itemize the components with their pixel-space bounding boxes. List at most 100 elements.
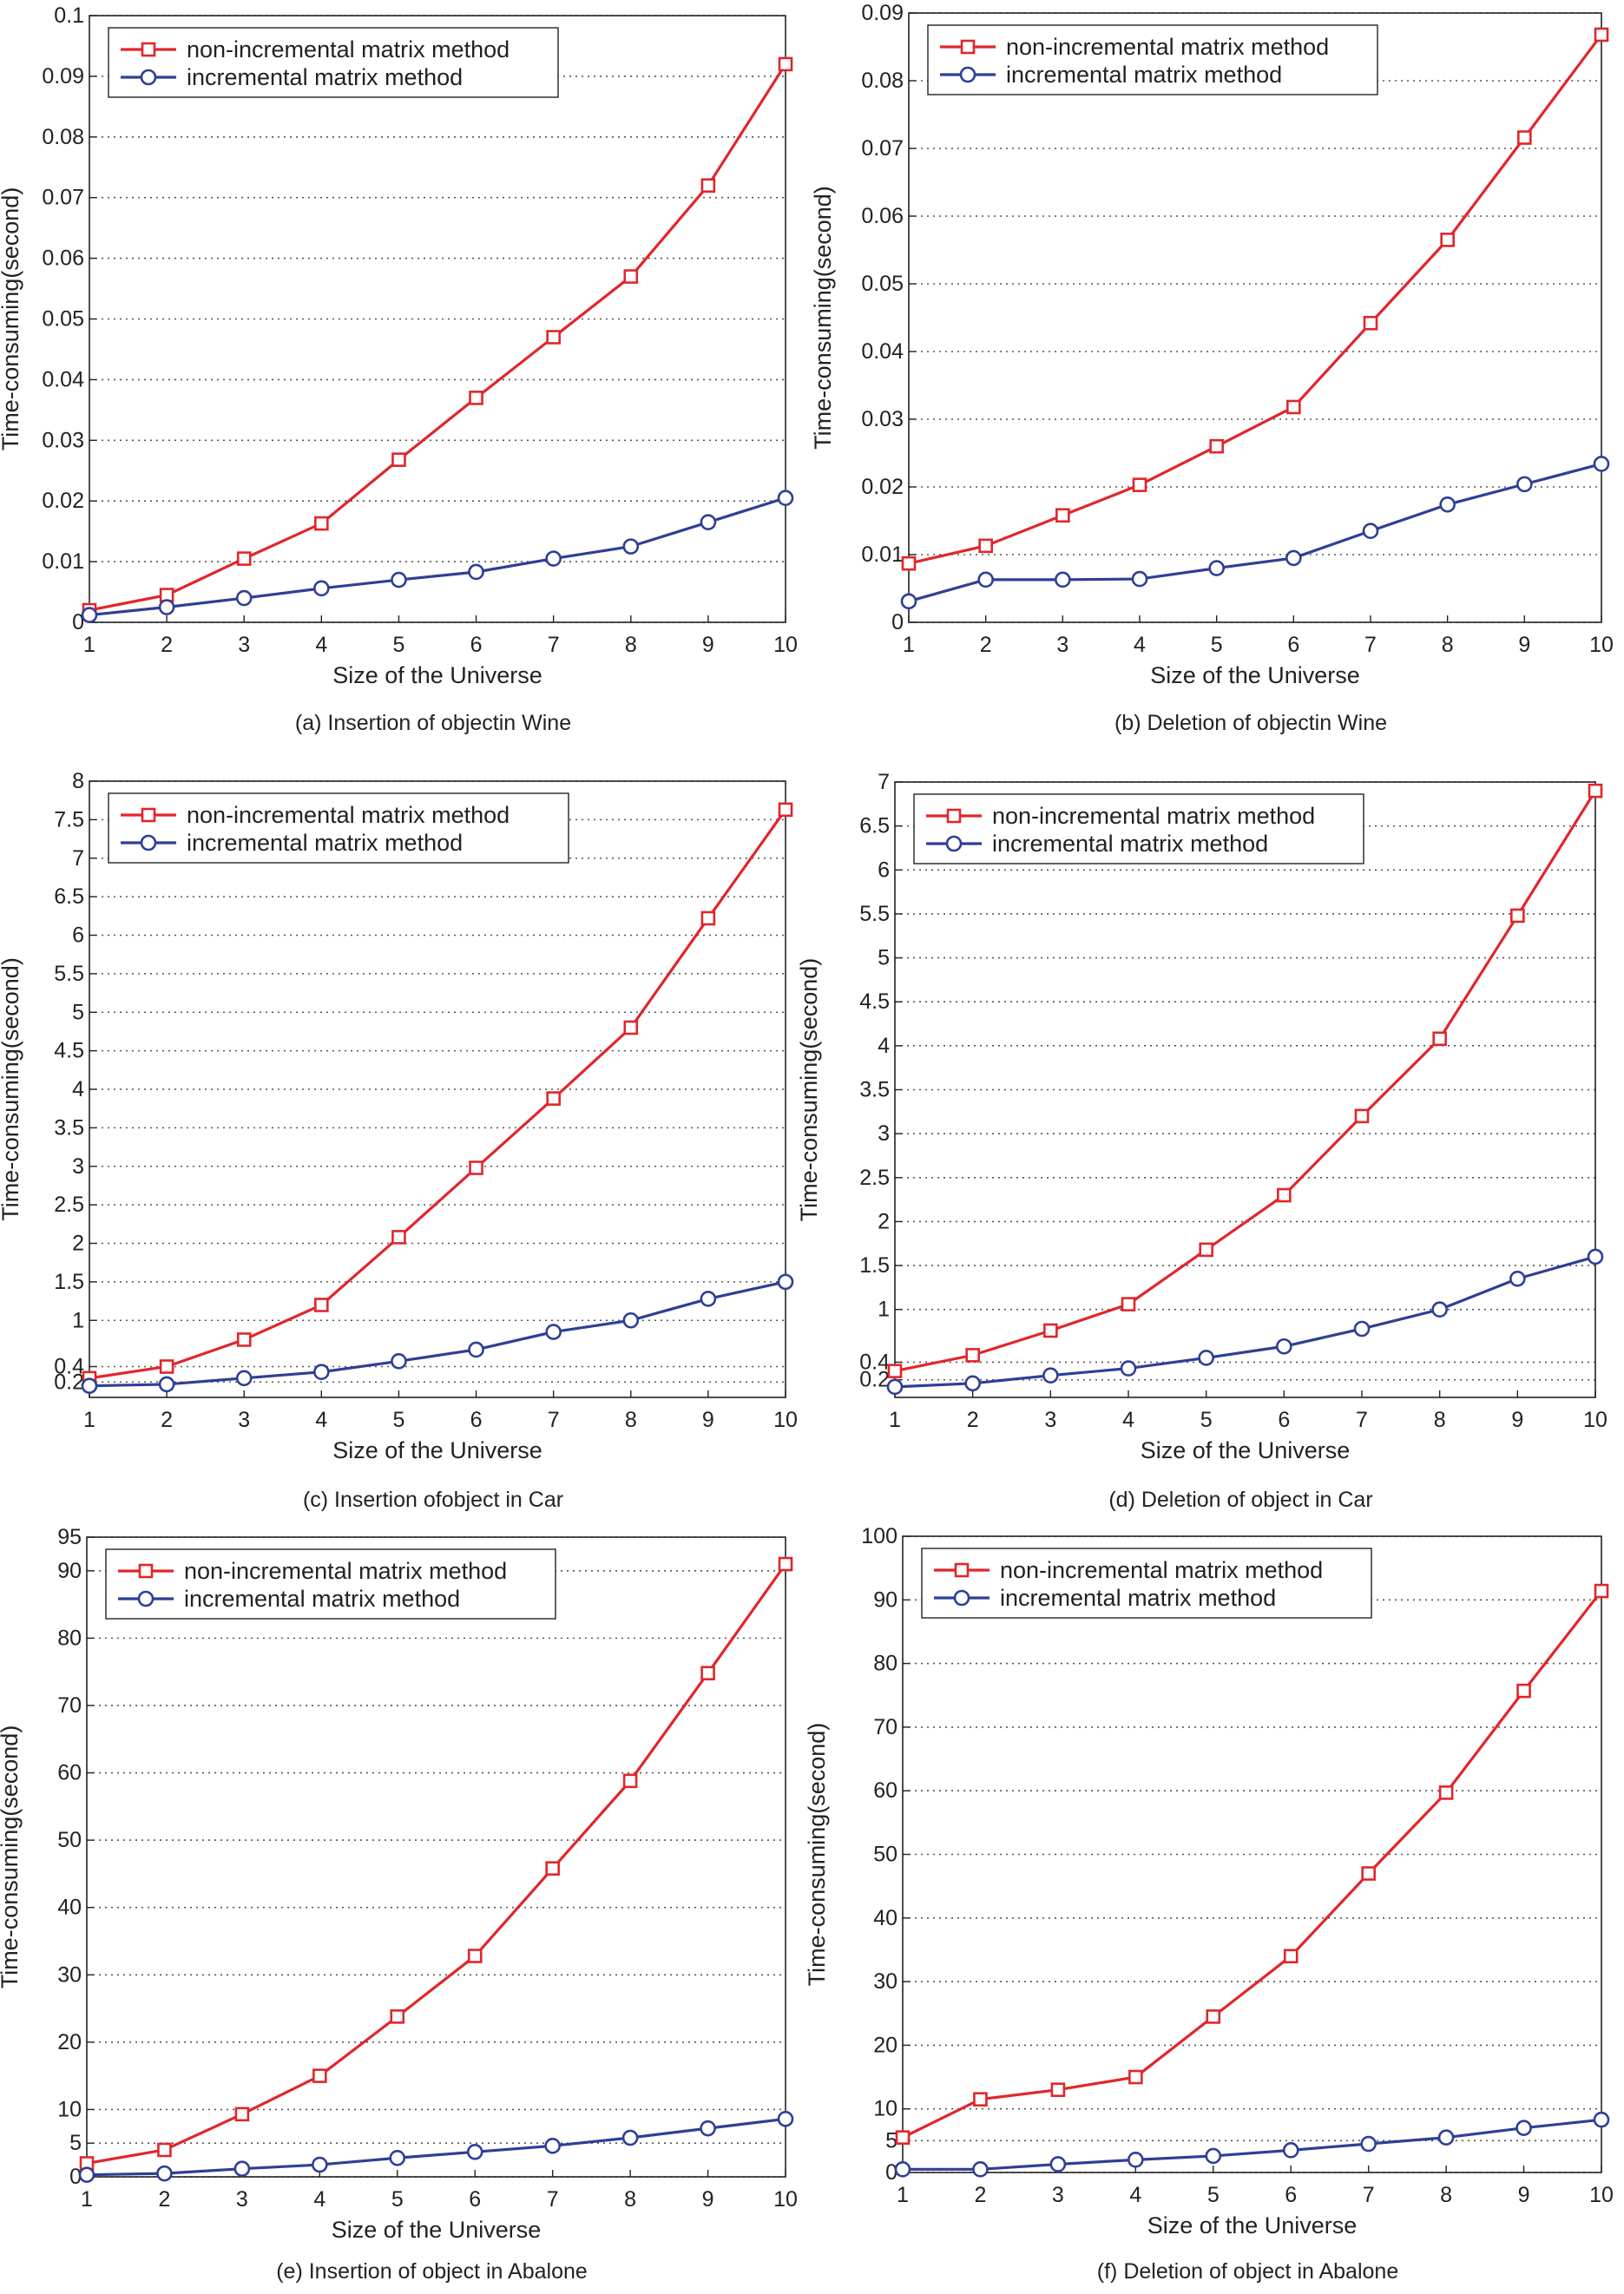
x-tick-label: 3 — [1056, 633, 1068, 657]
y-tick-label: 60 — [873, 1778, 897, 1803]
data-point-incremental — [1360, 2135, 1377, 2153]
data-point-incremental — [545, 550, 562, 567]
data-point-incremental — [1362, 523, 1379, 540]
y-tick-label: 0.03 — [42, 428, 84, 452]
data-point-incremental — [391, 571, 407, 588]
y-tick-label: 1 — [878, 1298, 890, 1322]
data-point-non-incremental — [1438, 1785, 1454, 1800]
x-tick-label: 5 — [1211, 633, 1223, 657]
data-point-incremental — [622, 1311, 640, 1329]
legend-label: incremental matrix method — [187, 830, 463, 856]
data-point-non-incremental — [778, 1556, 793, 1572]
legend-circle-marker-icon — [959, 66, 976, 83]
y-tick-label: 0.01 — [861, 542, 904, 567]
data-point-non-incremental — [1510, 908, 1525, 924]
y-tick-label: 50 — [873, 1843, 897, 1867]
legend-box — [921, 1548, 1372, 1619]
data-point-incremental — [1282, 2142, 1299, 2159]
data-point-non-incremental — [1594, 27, 1609, 43]
data-point-non-incremental — [314, 516, 329, 531]
data-point-non-incremental — [700, 910, 716, 926]
data-point-non-incremental — [1594, 1583, 1609, 1599]
y-tick-label: 0.07 — [42, 186, 84, 210]
data-point-incremental — [158, 599, 175, 615]
legend-label: non-incremental matrix method — [992, 803, 1315, 829]
y-tick-label: 0 — [72, 610, 84, 634]
x-tick-label: 10 — [773, 2187, 798, 2212]
x-tick-label: 3 — [236, 2187, 248, 2212]
y-tick-label: 10 — [57, 2097, 82, 2121]
legend-label: incremental matrix method — [1006, 62, 1282, 88]
x-tick-label: 10 — [773, 633, 798, 657]
y-tick-label: 1.5 — [859, 1253, 890, 1278]
data-point-incremental — [977, 571, 994, 588]
data-point-incremental — [1431, 1301, 1448, 1318]
y-tick-label: 7 — [878, 770, 890, 794]
legend-box — [108, 792, 569, 864]
data-point-non-incremental — [1361, 1866, 1376, 1881]
y-tick-label: 5 — [885, 2128, 897, 2153]
data-point-incremental — [777, 2110, 794, 2127]
legend-label: non-incremental matrix method — [187, 36, 510, 62]
x-tick-label: 1 — [897, 2183, 909, 2207]
y-axis-label: Time-consuming(second) — [0, 1725, 23, 1989]
data-point-incremental — [700, 514, 717, 530]
data-point-non-incremental — [965, 1348, 980, 1363]
data-point-incremental — [1593, 2111, 1610, 2128]
chart-caption: (a) Insertion of objectin Wine — [295, 711, 571, 735]
y-axis-label: Time-consuming(second) — [0, 957, 23, 1221]
y-tick-label: 50 — [57, 1828, 82, 1852]
x-tick-label: 1 — [81, 2187, 93, 2212]
y-tick-label: 0.02 — [861, 475, 904, 499]
x-tick-label: 6 — [1285, 2183, 1297, 2207]
data-point-incremental — [313, 1364, 330, 1381]
series-line-non-incremental — [89, 808, 787, 1380]
series-line-non-incremental — [894, 790, 1597, 1373]
data-point-non-incremental — [1517, 130, 1532, 145]
series-line-incremental — [89, 496, 786, 617]
data-point-non-incremental — [1199, 1242, 1213, 1258]
x-tick-label: 7 — [1363, 2183, 1375, 2207]
data-point-incremental — [700, 2120, 716, 2137]
series-line-incremental — [89, 1280, 786, 1388]
y-tick-label: 1.5 — [54, 1270, 84, 1294]
data-point-incremental — [1516, 476, 1533, 493]
x-tick-label: 2 — [980, 633, 992, 657]
x-tick-label: 7 — [1356, 1408, 1368, 1432]
data-point-incremental — [900, 593, 917, 610]
y-tick-label: 4 — [878, 1034, 890, 1058]
y-tick-label: 6 — [878, 858, 890, 882]
data-point-non-incremental — [546, 1091, 561, 1106]
y-tick-label: 1 — [72, 1308, 84, 1332]
data-point-incremental — [1285, 549, 1302, 567]
data-point-non-incremental — [234, 2107, 250, 2122]
data-point-incremental — [700, 1291, 717, 1307]
x-tick-label: 6 — [1278, 1408, 1290, 1432]
y-tick-label: 4.5 — [54, 1039, 84, 1063]
series-line-incremental — [86, 2117, 786, 2177]
data-point-non-incremental — [1440, 232, 1455, 247]
data-point-incremental — [886, 1378, 904, 1396]
y-tick-label: 0.04 — [42, 367, 84, 391]
data-point-incremental — [1353, 1320, 1371, 1338]
x-tick-label: 8 — [625, 633, 637, 657]
data-point-incremental — [156, 2165, 173, 2182]
legend-box — [927, 24, 1378, 95]
y-tick-label: 70 — [57, 1693, 82, 1718]
legend-square-marker-icon — [141, 42, 156, 57]
x-axis-label: Size of the Universe — [1147, 2212, 1358, 2238]
data-point-incremental — [313, 580, 330, 597]
data-point-non-incremental — [1050, 2082, 1066, 2098]
data-point-incremental — [544, 2138, 561, 2154]
y-tick-label: 0.06 — [42, 246, 84, 271]
legend-circle-marker-icon — [140, 69, 157, 86]
y-tick-label: 3.5 — [54, 1115, 84, 1140]
legend-label: non-incremental matrix method — [187, 802, 510, 828]
x-tick-label: 9 — [1518, 633, 1530, 657]
x-tick-label: 3 — [1044, 1408, 1056, 1432]
y-tick-label: 0.08 — [861, 69, 904, 93]
x-axis-label: Size of the Universe — [1141, 1437, 1351, 1463]
x-tick-label: 9 — [702, 2187, 714, 2212]
